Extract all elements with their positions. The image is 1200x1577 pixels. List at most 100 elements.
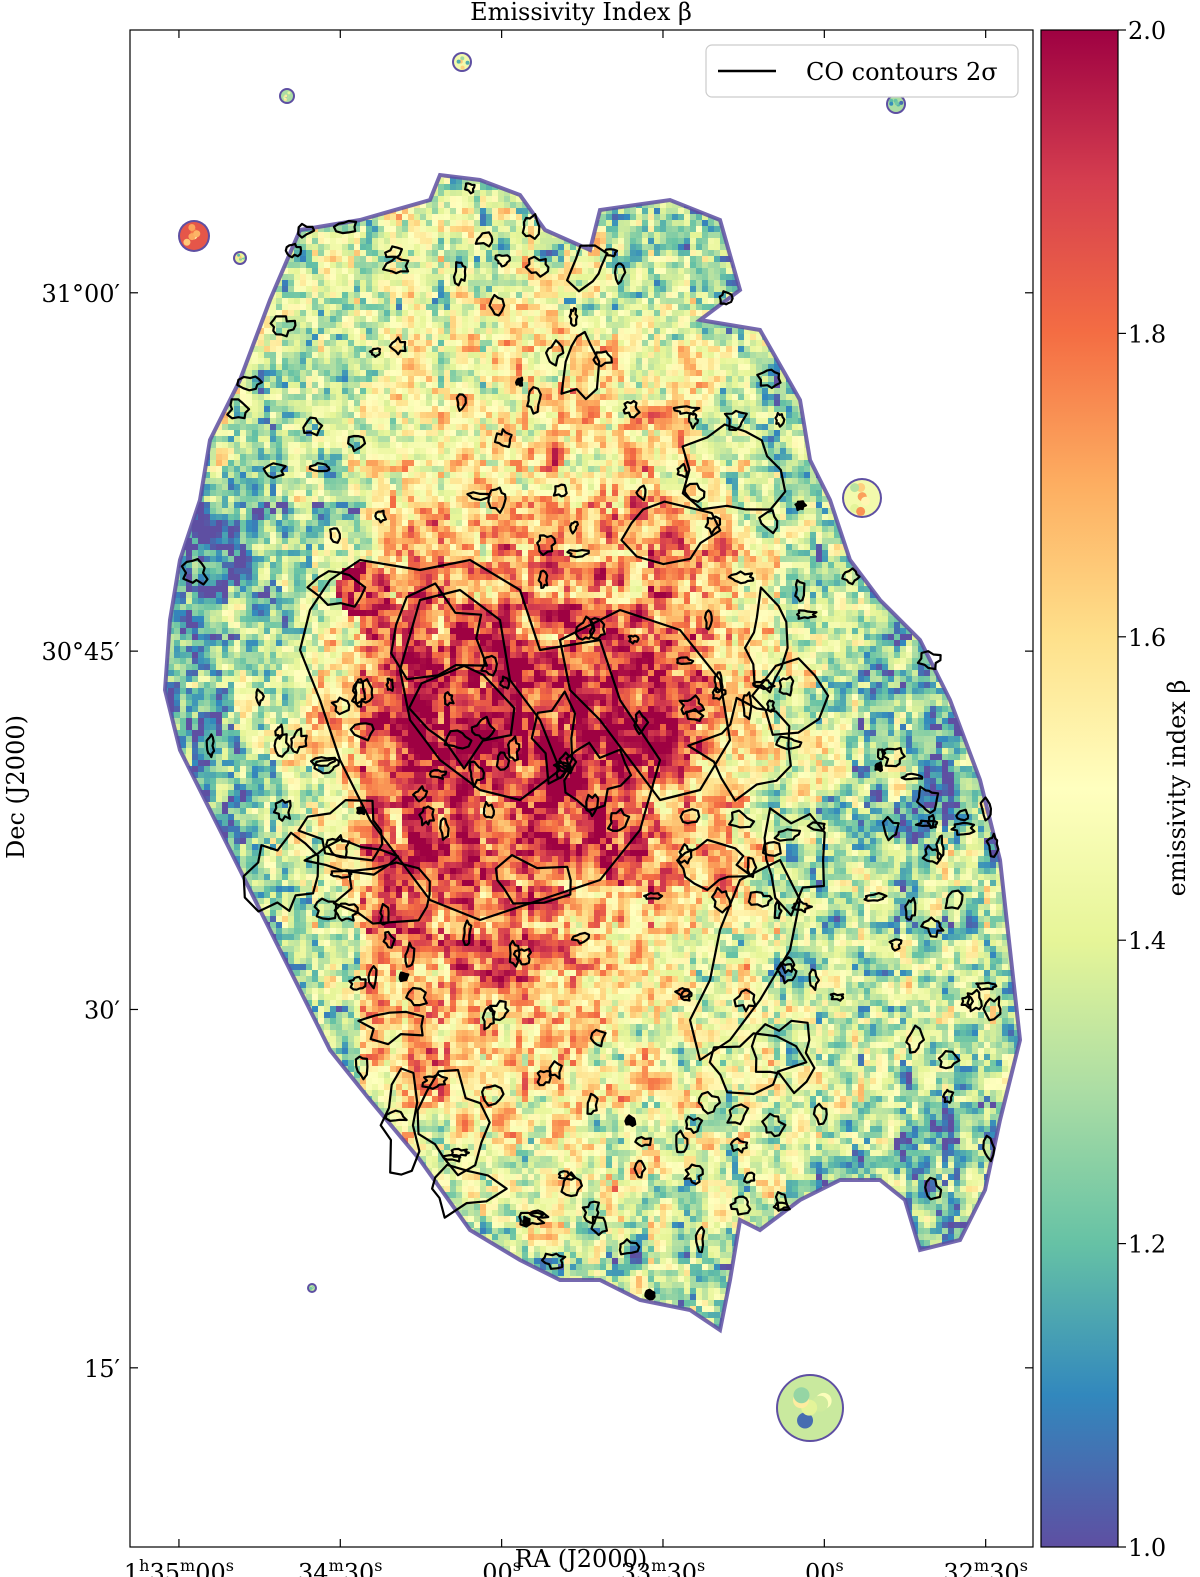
co-contour [937, 1050, 961, 1070]
co-contour [455, 393, 467, 412]
co-contour [982, 1134, 996, 1163]
co-contour [303, 838, 399, 876]
co-contour [679, 808, 701, 825]
co-contour [774, 1191, 789, 1212]
co-contour [775, 735, 803, 751]
co-contour [574, 615, 596, 641]
co-contour [329, 527, 341, 544]
co-contour [756, 368, 782, 390]
map-panel: 1h​35m​00s​ 34m​30s​ 00s​ 33m​30s​ 00s​ 32m​3… [41, 29, 1034, 1577]
co-contour [552, 761, 574, 773]
co-contour [773, 828, 802, 842]
co-contour [255, 688, 265, 707]
colorbar-gradient [1040, 29, 1119, 1548]
co-contour [537, 569, 549, 589]
co-contour [924, 1176, 943, 1201]
co-contour [752, 678, 776, 691]
co-contour [633, 1159, 647, 1179]
co-contour [620, 500, 722, 566]
co-contour [297, 222, 316, 239]
co-contour [560, 1171, 583, 1198]
co-contour [388, 336, 407, 356]
co-contour [950, 821, 976, 836]
co-contour [566, 549, 590, 559]
co-contour [262, 462, 287, 479]
co-contour [589, 617, 606, 640]
x-axis-label: RA (J2000) [515, 1545, 647, 1573]
y-tick-label: 15′ [84, 1355, 120, 1383]
co-contour [563, 741, 633, 812]
co-contour [687, 696, 792, 802]
map-fragment [452, 52, 472, 72]
co-contour [290, 727, 308, 754]
legend-label: CO contours 2σ [806, 58, 998, 86]
co-contour [592, 350, 613, 368]
co-contour [354, 1055, 369, 1081]
co-contour [297, 799, 384, 862]
co-contour [874, 761, 884, 773]
co-contour [536, 534, 557, 557]
co-contour [746, 856, 758, 879]
co-contour [618, 1238, 641, 1256]
co-contour [488, 293, 506, 317]
co-contour [416, 1068, 491, 1177]
co-contour [379, 1067, 421, 1176]
co-contour [796, 609, 818, 620]
x-tick-label: 00s​ [805, 1556, 844, 1577]
co-contour [926, 813, 935, 829]
co-contour [557, 1170, 576, 1181]
legend: CO contours 2σ [705, 44, 1019, 98]
co-contour [723, 409, 748, 432]
co-contour [794, 500, 808, 512]
co-contour [718, 290, 734, 306]
co-contour [545, 339, 565, 367]
co-contour [634, 1136, 653, 1148]
co-contour [675, 1129, 689, 1154]
co-contour [774, 411, 786, 428]
co-contour [606, 808, 631, 832]
co-contour [526, 386, 542, 415]
co-contour [508, 939, 521, 968]
colorbar-tick-label: 1.4 [1128, 927, 1166, 955]
co-contour [704, 515, 722, 536]
co-contour [743, 586, 789, 694]
co-contour [418, 805, 435, 827]
co-contour [462, 919, 473, 946]
co-contour [676, 656, 695, 665]
map-fragment [178, 220, 210, 252]
co-contour [685, 1115, 704, 1134]
co-contours [180, 182, 1002, 1301]
co-contour [332, 219, 358, 235]
co-contour [494, 854, 572, 905]
co-contour [733, 988, 757, 1013]
co-contour [916, 650, 942, 671]
co-contour [273, 733, 290, 758]
co-contour [284, 242, 303, 259]
co-contour [481, 1006, 496, 1031]
co-contour [955, 808, 970, 822]
co-contour [481, 1084, 505, 1107]
co-contour [405, 986, 428, 1007]
co-contour [351, 678, 374, 705]
co-contour [274, 723, 284, 740]
co-contour [515, 376, 524, 387]
co-contour [622, 399, 641, 419]
co-contour [374, 509, 387, 524]
map-fragment [233, 251, 247, 265]
co-contour [269, 315, 297, 338]
co-contour [428, 769, 448, 780]
co-contour [242, 831, 320, 913]
co-contour [348, 975, 367, 991]
co-contour [758, 509, 779, 535]
co-contour [464, 182, 476, 195]
co-contour [536, 1069, 552, 1087]
co-contour [384, 1109, 408, 1122]
co-contour [747, 890, 773, 908]
x-tick-label: 34m​30s​ [298, 1556, 382, 1577]
co-contour [540, 1252, 567, 1270]
colorbar-label: emissivity index β [1163, 680, 1191, 897]
co-contour [713, 671, 724, 694]
co-contour [452, 261, 467, 287]
co-contour [302, 416, 324, 437]
